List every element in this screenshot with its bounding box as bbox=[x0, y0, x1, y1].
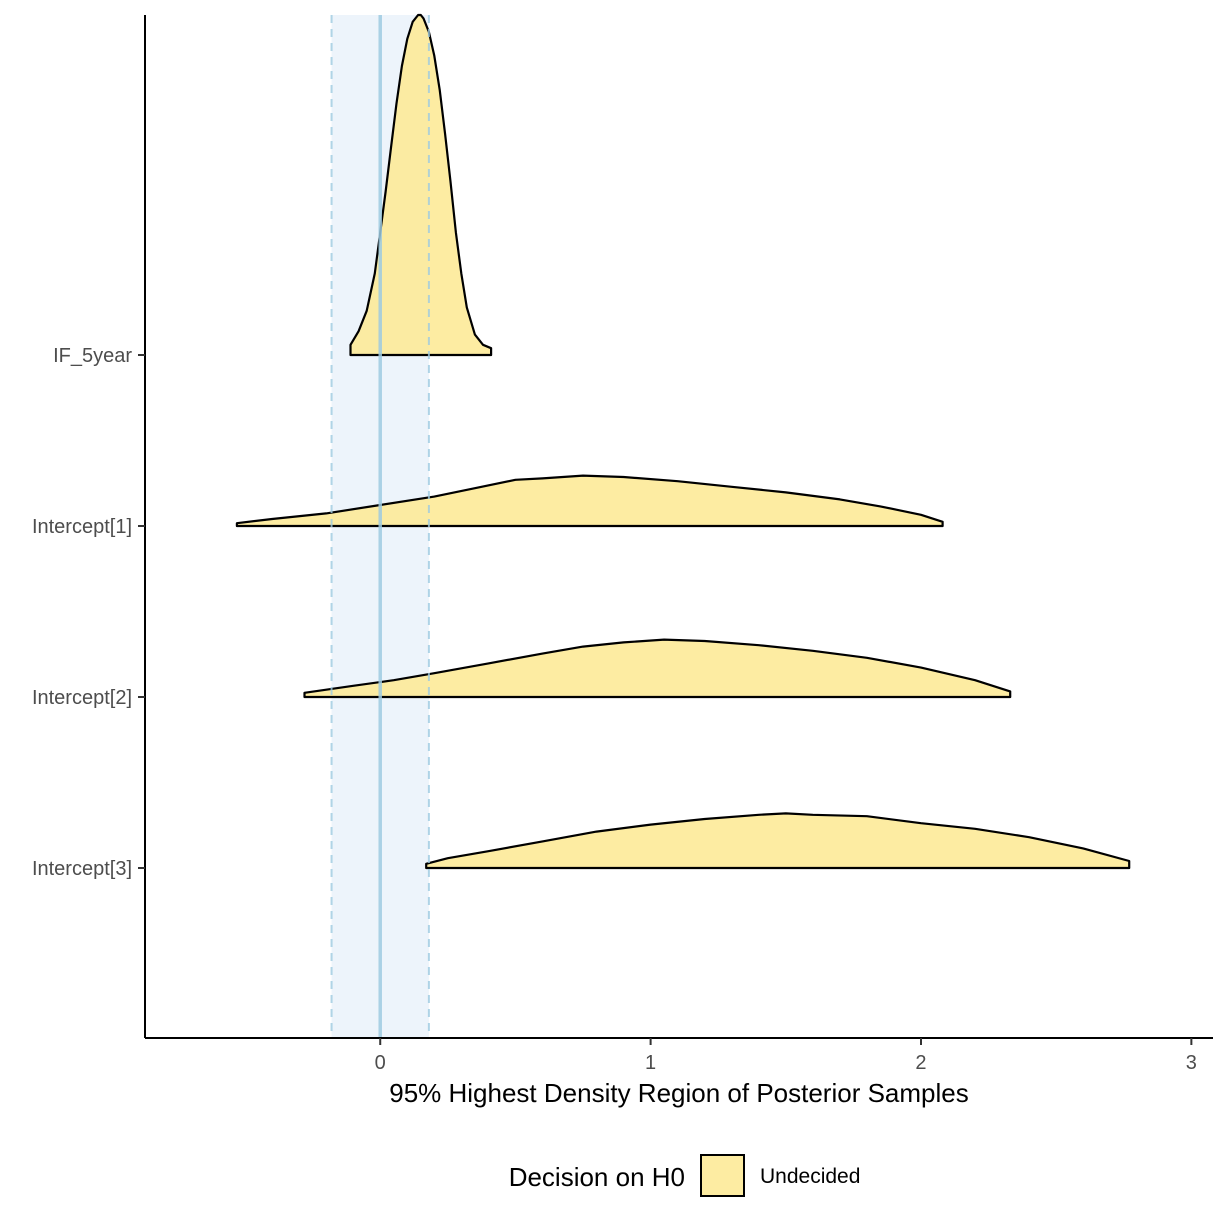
y-tick-label: Intercept[2] bbox=[32, 687, 132, 709]
x-tick-label: 2 bbox=[915, 1052, 926, 1074]
x-tick-label: 0 bbox=[375, 1052, 386, 1074]
legend-title: Decision on H0 bbox=[509, 1162, 685, 1192]
legend: Decision on H0 Undecided bbox=[509, 1154, 860, 1197]
axes: IF_5year Intercept[1] Intercept[2] Intercep… bbox=[32, 15, 1213, 1074]
density-ridge-intercept-1 bbox=[235, 474, 944, 528]
legend-key-undecided bbox=[700, 1154, 745, 1197]
density-ridge-intercept-3 bbox=[425, 812, 1131, 870]
density-ridge-if-5year bbox=[349, 13, 493, 357]
y-tick-label: IF_5year bbox=[53, 345, 132, 367]
x-axis-title: 95% Highest Density Region of Posterior … bbox=[389, 1078, 969, 1108]
legend-label-undecided: Undecided bbox=[760, 1165, 860, 1188]
x-tick-label: 1 bbox=[645, 1052, 656, 1074]
density-ridge-intercept-2 bbox=[303, 638, 1012, 699]
y-tick-label: Intercept[1] bbox=[32, 516, 132, 538]
x-tick-label: 3 bbox=[1186, 1052, 1197, 1074]
y-tick-label: Intercept[3] bbox=[32, 858, 132, 880]
density-series-group bbox=[235, 13, 1131, 1038]
